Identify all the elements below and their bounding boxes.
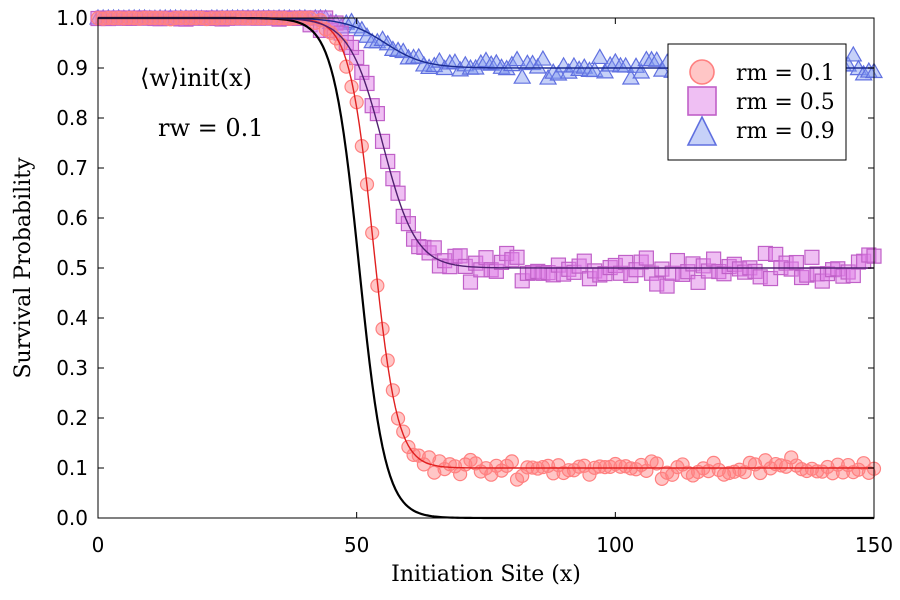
y-tick-label: 1.0 bbox=[56, 6, 88, 30]
x-tick-label: 100 bbox=[596, 533, 634, 557]
data-point-triangle bbox=[647, 51, 666, 67]
y-tick-label: 0.9 bbox=[56, 56, 88, 80]
data-point-circle bbox=[535, 459, 551, 475]
data-point-circle bbox=[835, 465, 851, 480]
data-point-triangle bbox=[508, 50, 527, 67]
data-point-circle bbox=[784, 450, 799, 465]
data-point-triangle bbox=[435, 59, 454, 76]
legend-label-rm-0-1: rm = 0.1 bbox=[736, 61, 835, 86]
data-point-circle bbox=[504, 454, 519, 469]
data-point-circle bbox=[706, 455, 721, 470]
data-point-square bbox=[426, 240, 442, 256]
y-tick-label: 0.0 bbox=[56, 506, 88, 530]
data-point-circle bbox=[649, 456, 664, 471]
data-point-triangle bbox=[528, 57, 547, 74]
data-point-square bbox=[509, 249, 525, 265]
data-point-circle bbox=[825, 466, 840, 481]
data-point-square bbox=[659, 278, 675, 294]
data-point-circle bbox=[546, 466, 561, 481]
data-point-square bbox=[788, 254, 805, 271]
y-tick-label: 0.2 bbox=[56, 406, 88, 430]
data-point-square bbox=[804, 249, 820, 265]
data-point-circle bbox=[742, 455, 757, 471]
legend-label-rm-0-9: rm = 0.9 bbox=[736, 119, 835, 144]
data-point-circle bbox=[334, 37, 349, 52]
x-tick-label: 150 bbox=[855, 533, 893, 557]
data-point-triangle bbox=[590, 48, 609, 65]
data-point-triangle bbox=[585, 61, 604, 78]
axis-ticks: 0 50 100 150 0.0 0.1 0.2 0.3 0.4 0.5 0.6 0.7 0.8 0.9 1… bbox=[56, 6, 893, 557]
data-point-circle bbox=[163, 12, 178, 27]
annotation-rw: rw = 0.1 bbox=[158, 114, 264, 142]
data-point-circle bbox=[758, 453, 773, 468]
legend-marker-square bbox=[687, 86, 717, 116]
legend-label-rm-0-5: rm = 0.5 bbox=[736, 90, 835, 115]
data-point-circle bbox=[613, 459, 628, 474]
legend: rm = 0.1 rm = 0.5 rm = 0.9 bbox=[667, 43, 847, 161]
data-point-circle bbox=[411, 448, 426, 463]
annotation-mean-w: ⟨w⟩init(x) bbox=[140, 64, 252, 92]
data-point-circle bbox=[592, 459, 607, 474]
x-tick-label: 50 bbox=[344, 533, 369, 557]
data-point-square bbox=[638, 250, 654, 266]
data-point-triangle bbox=[513, 67, 532, 84]
data-point-circle bbox=[406, 447, 421, 462]
data-point-square bbox=[462, 274, 479, 290]
x-tick-label: 0 bbox=[92, 533, 105, 557]
data-point-triangle bbox=[544, 62, 563, 79]
x-axis-label: Initiation Site (x) bbox=[391, 562, 581, 587]
data-point-circle bbox=[432, 454, 447, 469]
y-tick-label: 0.7 bbox=[56, 156, 88, 180]
data-point-triangle bbox=[632, 62, 651, 79]
legend-marker-triangle bbox=[686, 115, 718, 146]
data-point-triangle bbox=[559, 62, 578, 79]
data-point-circle bbox=[396, 424, 411, 439]
data-point-triangle bbox=[621, 68, 640, 85]
data-point-circle bbox=[515, 468, 530, 483]
data-point-triangle bbox=[575, 57, 594, 74]
data-point-triangle bbox=[502, 55, 521, 72]
y-tick-label: 0.1 bbox=[56, 456, 88, 480]
data-point-square bbox=[390, 185, 406, 201]
legend-marker-circle bbox=[689, 59, 715, 85]
y-tick-label: 0.5 bbox=[56, 256, 88, 280]
y-tick-label: 0.8 bbox=[56, 106, 88, 130]
y-axis-label: Survival Probability bbox=[11, 157, 36, 379]
data-point-triangle bbox=[844, 45, 863, 62]
data-point-triangle bbox=[492, 58, 511, 74]
data-point-circle bbox=[447, 459, 463, 474]
y-tick-label: 0.6 bbox=[56, 206, 88, 230]
data-point-square bbox=[690, 274, 706, 290]
data-point-triangle bbox=[549, 64, 568, 81]
data-point-circle bbox=[540, 458, 556, 473]
y-tick-label: 0.3 bbox=[56, 356, 88, 380]
data-point-triangle bbox=[652, 60, 671, 77]
data-point-square bbox=[369, 105, 385, 122]
data-point-triangle bbox=[394, 42, 413, 59]
data-point-square bbox=[845, 267, 861, 284]
data-point-triangle bbox=[533, 49, 552, 66]
data-point-circle bbox=[572, 459, 587, 474]
data-point-triangle bbox=[476, 51, 496, 68]
y-tick-label: 0.4 bbox=[56, 306, 88, 330]
